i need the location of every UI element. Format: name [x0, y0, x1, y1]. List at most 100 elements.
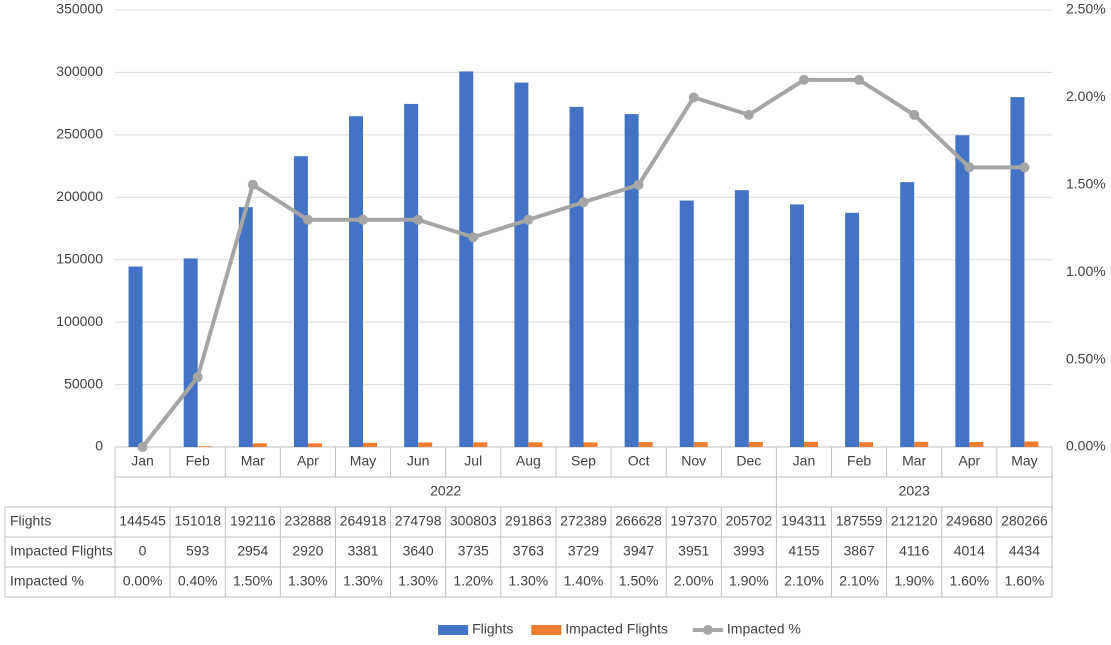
- table-cell: 2954: [237, 543, 268, 559]
- x-tick-label: Nov: [681, 453, 706, 469]
- x-tick-label: Apr: [958, 453, 980, 469]
- bar: [197, 446, 212, 447]
- line-marker: [468, 232, 479, 243]
- bar: [459, 71, 474, 448]
- line-marker: [137, 442, 148, 452]
- table-cell: 3947: [623, 543, 654, 559]
- y-tick-label: 350000: [56, 1, 103, 17]
- table-cell: 3951: [678, 543, 709, 559]
- table-cell: 249680: [946, 513, 993, 529]
- legend-swatch: [702, 625, 713, 635]
- year-label: 2022: [430, 483, 461, 499]
- bar: [514, 82, 529, 447]
- table-cell: 3735: [458, 543, 489, 559]
- table-cell: 3993: [733, 543, 764, 559]
- bar: [1024, 441, 1039, 447]
- line-marker: [1019, 162, 1030, 173]
- line-marker: [247, 179, 258, 190]
- bar: [914, 441, 929, 447]
- legend-label: Flights: [472, 621, 513, 637]
- y-tick-label: 50000: [64, 375, 103, 391]
- bar: [528, 442, 543, 447]
- table-row-header: Impacted %: [10, 573, 84, 589]
- table-cell: 1.30%: [288, 573, 328, 589]
- bar: [900, 182, 915, 448]
- table-cell: 3729: [568, 543, 599, 559]
- table-cell: 205702: [725, 513, 772, 529]
- table-cell: 2.10%: [784, 573, 824, 589]
- bar: [252, 443, 267, 447]
- table-cell: 1.50%: [619, 573, 659, 589]
- line-marker: [192, 372, 203, 383]
- y2-tick-label: 1.00%: [1066, 263, 1106, 279]
- line-marker: [964, 162, 975, 173]
- y2-tick-label: 0.00%: [1066, 438, 1106, 454]
- year-label: 2023: [899, 483, 930, 499]
- line-marker: [578, 197, 589, 208]
- bar: [128, 266, 143, 447]
- line-marker: [523, 214, 534, 225]
- line-marker: [743, 109, 754, 120]
- bar: [969, 441, 984, 447]
- x-tick-label: May: [1011, 453, 1037, 469]
- legend-label: Impacted Flights: [565, 621, 668, 637]
- x-tick-label: May: [350, 453, 376, 469]
- table-cell: 144545: [119, 513, 166, 529]
- line-marker: [854, 74, 865, 85]
- bar: [418, 442, 433, 447]
- y2-tick-label: 0.50%: [1066, 350, 1106, 366]
- bar: [583, 442, 598, 447]
- x-tick-label: Jul: [464, 453, 482, 469]
- line-marker: [798, 74, 809, 85]
- table-cell: 3763: [513, 543, 544, 559]
- table-cell: 4155: [788, 543, 819, 559]
- bar: [693, 442, 708, 447]
- y-tick-label: 100000: [56, 313, 103, 329]
- table-cell: 0: [139, 543, 147, 559]
- table-cell: 192116: [230, 513, 276, 529]
- line-marker: [633, 179, 644, 190]
- y-tick-label: 150000: [56, 250, 103, 266]
- bar: [803, 441, 818, 447]
- table-cell: 212120: [891, 513, 938, 529]
- table-cell: 3381: [347, 543, 378, 559]
- bar: [845, 212, 860, 447]
- table-cell: 1.30%: [398, 573, 438, 589]
- table-cell: 274798: [395, 513, 442, 529]
- table-cell: 1.50%: [233, 573, 273, 589]
- bar: [349, 116, 364, 447]
- x-tick-label: Mar: [241, 453, 265, 469]
- bar: [955, 135, 970, 447]
- line-marker: [358, 214, 369, 225]
- bar: [363, 442, 378, 447]
- bar: [638, 442, 653, 447]
- legend-label: Impacted %: [727, 621, 801, 637]
- table-cell: 1.30%: [509, 573, 549, 589]
- table-row-header: Impacted Flights: [10, 543, 113, 559]
- table-cell: 1.30%: [343, 573, 383, 589]
- table-cell: 1.60%: [949, 573, 989, 589]
- table-cell: 187559: [836, 513, 883, 529]
- line-marker: [413, 214, 424, 225]
- table-cell: 0.40%: [178, 573, 218, 589]
- table-cell: 1.90%: [729, 573, 769, 589]
- table-cell: 593: [186, 543, 210, 559]
- table-cell: 264918: [340, 513, 387, 529]
- legend-swatch: [438, 625, 469, 635]
- bar: [293, 156, 308, 447]
- table-cell: 1.40%: [564, 573, 604, 589]
- table-cell: 4116: [899, 543, 929, 559]
- bar: [734, 190, 749, 447]
- y-tick-label: 250000: [56, 126, 103, 142]
- table-cell: 3867: [844, 543, 875, 559]
- table-cell: 300803: [450, 513, 497, 529]
- x-tick-label: Mar: [902, 453, 926, 469]
- bar: [789, 204, 804, 447]
- y-tick-label: 0: [95, 438, 103, 454]
- table-cell: 272389: [560, 513, 607, 529]
- x-tick-label: Apr: [297, 453, 319, 469]
- bar: [624, 114, 639, 448]
- line-marker: [688, 92, 699, 103]
- bar: [859, 442, 874, 447]
